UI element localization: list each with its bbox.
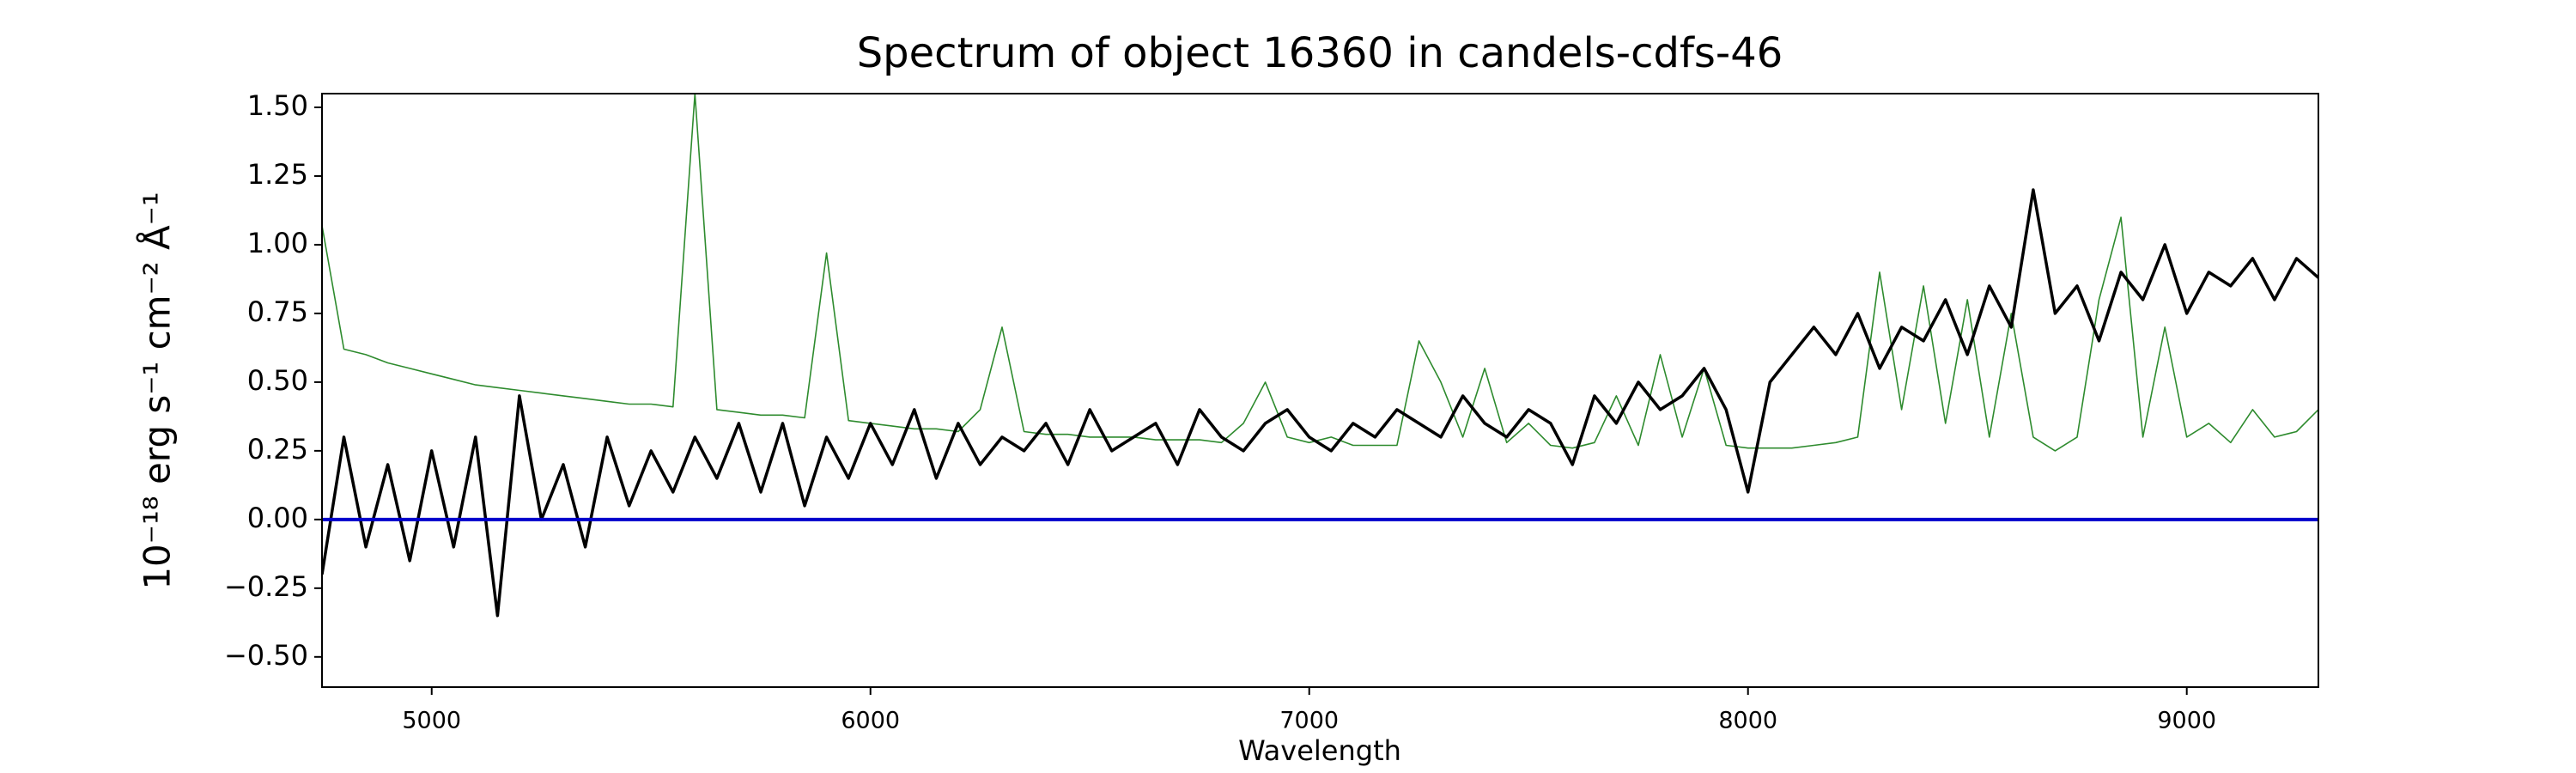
y-tick-label: −0.50 [224, 639, 308, 672]
chart-title: Spectrum of object 16360 in candels-cdfs… [857, 29, 1783, 77]
x-tick-label: 6000 [841, 708, 900, 734]
y-tick-label: 1.50 [247, 89, 308, 122]
x-tick-label: 5000 [402, 708, 461, 734]
y-tick-label: 0.25 [247, 433, 308, 466]
x-tick-label: 9000 [2157, 708, 2216, 734]
y-tick-label: 0.75 [247, 295, 308, 328]
plot-frame [321, 93, 2319, 688]
x-tick-label: 8000 [1718, 708, 1777, 734]
y-tick-label: 0.00 [247, 502, 308, 534]
y-tick-label: 1.25 [247, 158, 308, 191]
y-tick-label: 1.00 [247, 227, 308, 259]
y-tick-label: 0.50 [247, 364, 308, 397]
y-axis-label: 10⁻¹⁸ erg s⁻¹ cm⁻² Å⁻¹ [136, 192, 179, 589]
spectrum-line [322, 94, 2318, 452]
spectrum-line [322, 188, 2318, 618]
y-tick-label: −0.25 [224, 570, 308, 603]
x-axis-label: Wavelength [1238, 734, 1401, 767]
x-tick-label: 7000 [1279, 708, 1339, 734]
